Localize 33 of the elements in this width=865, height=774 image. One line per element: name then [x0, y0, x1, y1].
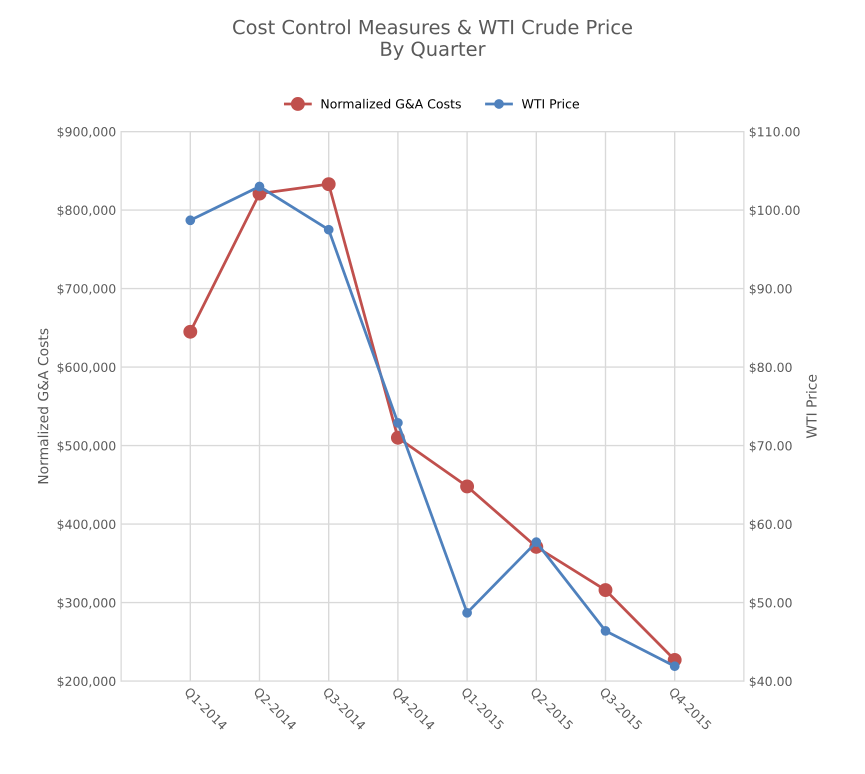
point: [462, 608, 472, 618]
y2-tick-label: $50.00: [750, 598, 792, 610]
y-tick-label: $600,000: [58, 362, 116, 374]
y2-tick-label: $40.00: [750, 676, 792, 688]
point: [531, 537, 542, 548]
legend-label: Normalized G&A Costs: [322, 98, 461, 109]
point: [183, 324, 198, 339]
point: [185, 215, 196, 226]
point: [254, 182, 264, 192]
y2-axis-title: WTI Price: [806, 374, 817, 438]
chart-title: Cost Control Measures & WTI Crude Price By Quarter: [233, 19, 632, 60]
point: [600, 626, 610, 636]
y-tick-label: $700,000: [58, 284, 116, 296]
legend-label: WTI Price: [522, 98, 579, 109]
y2-tick-label: $70.00: [750, 440, 792, 452]
y-axis-title: Normalized G&A Costs: [38, 328, 48, 484]
y2-tick-label: $90.00: [750, 284, 792, 296]
point: [460, 479, 474, 494]
y2-tick-label: $110.00: [750, 126, 800, 138]
y2-tick-label: $60.00: [750, 519, 792, 531]
point: [598, 583, 612, 597]
y2-tick-label: $100.00: [750, 205, 800, 217]
point: [322, 177, 336, 192]
point: [670, 661, 680, 672]
point: [324, 224, 334, 235]
point: [393, 418, 403, 428]
y-tick-label: $400,000: [58, 519, 116, 531]
y2-tick-label: $80.00: [750, 362, 792, 374]
y-tick-label: $300,000: [58, 598, 116, 610]
y-tick-label: $500,000: [58, 440, 116, 452]
y-tick-label: $200,000: [58, 676, 116, 688]
y-tick-label: $900,000: [58, 126, 116, 138]
y-tick-label: $800,000: [58, 205, 116, 217]
